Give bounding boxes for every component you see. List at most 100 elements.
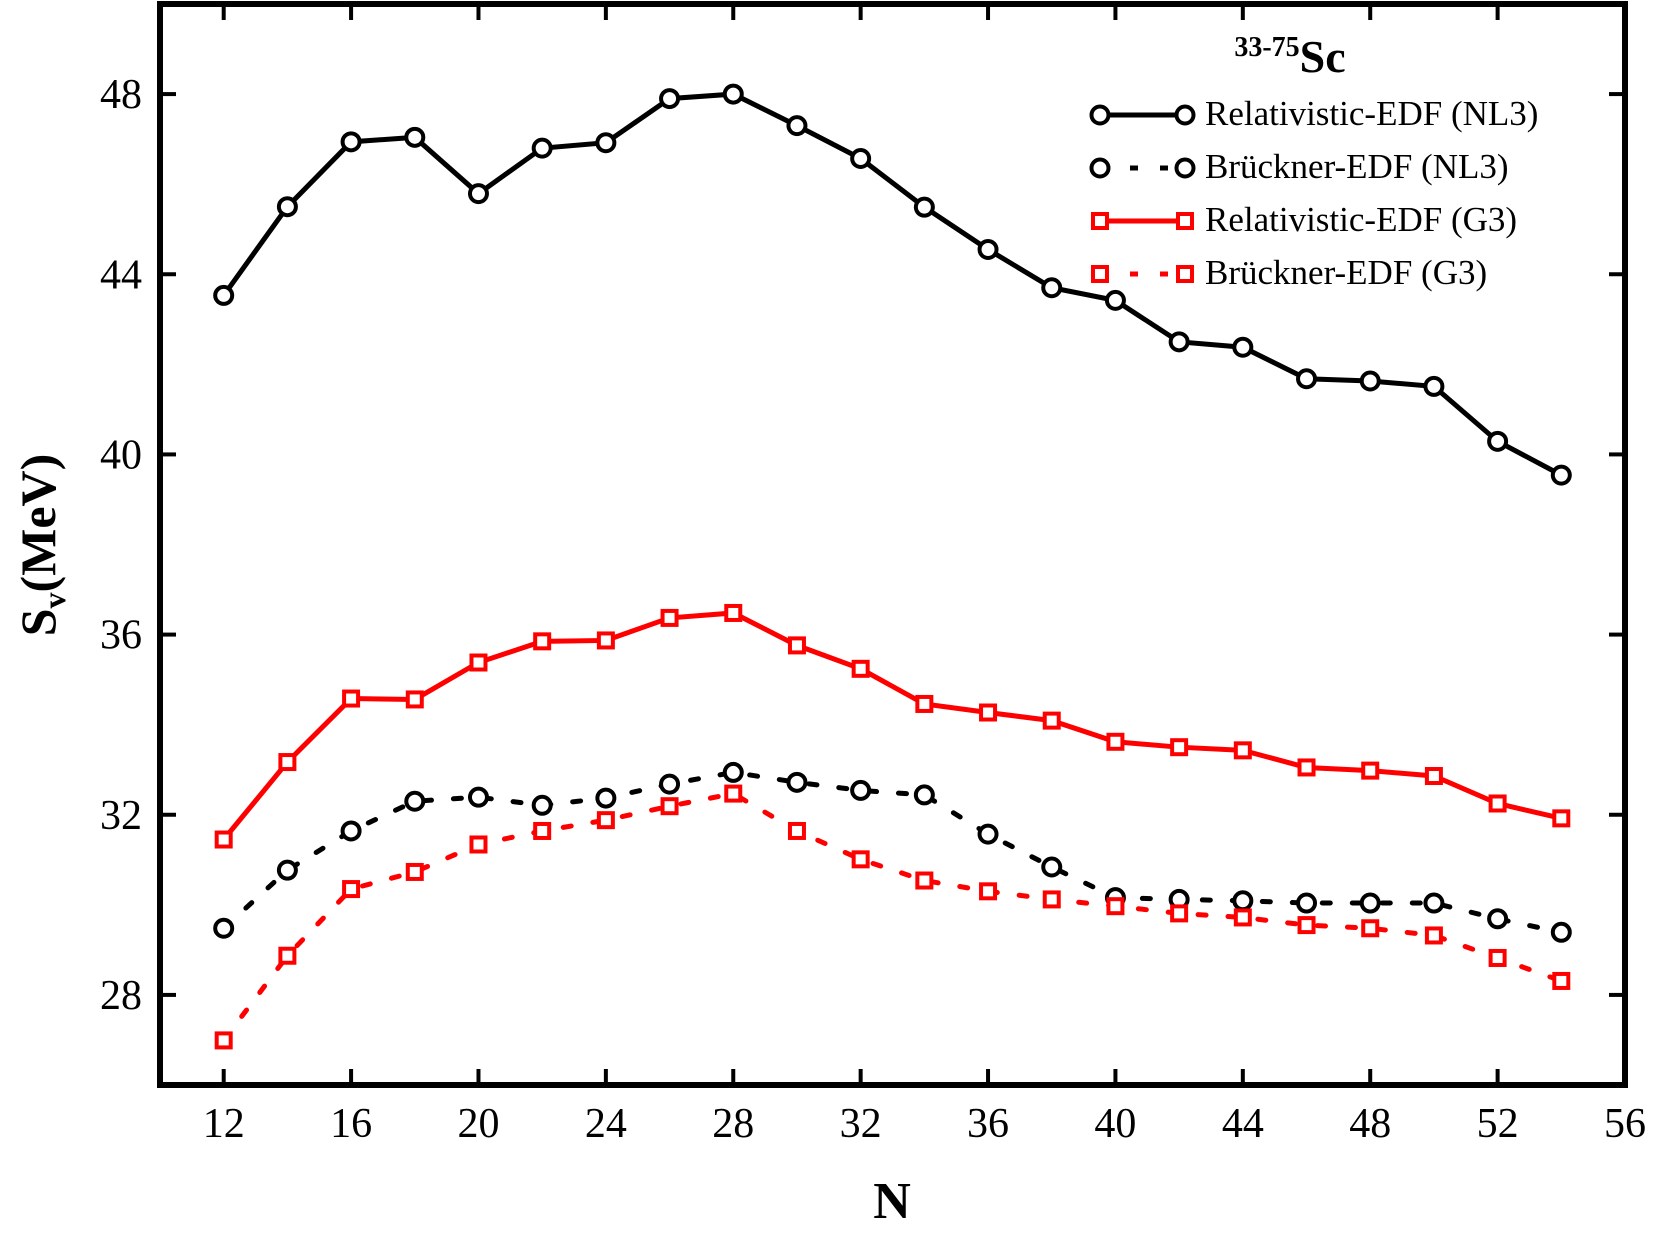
data-point (596, 631, 615, 650)
data-point (1361, 919, 1380, 938)
data-point (850, 779, 872, 801)
data-point (1552, 971, 1571, 990)
legend-label: Relativistic-EDF (NL3) (1205, 94, 1538, 133)
x-tick-label: 12 (203, 1101, 245, 1147)
legend-label: Brückner-EDF (NL3) (1205, 147, 1509, 186)
data-point (1550, 921, 1572, 943)
data-point (1232, 336, 1254, 358)
data-point (1089, 157, 1111, 179)
data-point (977, 823, 999, 845)
data-point (913, 784, 935, 806)
data-point (850, 147, 872, 169)
data-point (851, 850, 870, 869)
data-point (405, 690, 424, 709)
plot-frame (157, 1, 1628, 1088)
data-point (977, 238, 999, 260)
data-point (660, 608, 679, 627)
y-tick-label: 36 (100, 613, 142, 659)
x-tick-label: 32 (840, 1101, 882, 1147)
data-point (1174, 157, 1196, 179)
data-point (787, 636, 806, 655)
data-point (595, 132, 617, 154)
x-tick-label: 24 (585, 1101, 627, 1147)
data-point (596, 811, 615, 830)
data-point (469, 835, 488, 854)
x-tick-label: 40 (1094, 1101, 1136, 1147)
annotation: 33-75Sc (1234, 31, 1345, 82)
series (214, 784, 1571, 1050)
data-point (1423, 892, 1445, 914)
data-point (786, 771, 808, 793)
data-point (851, 659, 870, 678)
legend-entry: Relativistic-EDF (G3) (1091, 200, 1517, 239)
data-point (1296, 368, 1318, 390)
data-point (787, 821, 806, 840)
data-point (660, 797, 679, 816)
data-point (913, 196, 935, 218)
data-point (722, 83, 744, 105)
y-tick-label: 32 (100, 793, 142, 839)
data-point (722, 761, 744, 783)
data-point (1176, 265, 1194, 283)
data-point (469, 653, 488, 672)
data-point (915, 871, 934, 890)
series-line (221, 790, 1564, 1043)
data-point (214, 1031, 233, 1050)
x-axis-label: N (873, 1173, 911, 1230)
x-tick-label: 56 (1604, 1101, 1646, 1147)
data-point (1168, 331, 1190, 353)
series-line (221, 91, 1564, 478)
data-point (276, 859, 298, 881)
y-tick-label: 28 (100, 973, 142, 1019)
data-point (404, 126, 426, 148)
data-point (1361, 761, 1380, 780)
x-tick-label: 52 (1477, 1101, 1519, 1147)
data-point (1042, 890, 1061, 909)
data-point (1359, 892, 1381, 914)
legend-label: Brückner-EDF (G3) (1205, 253, 1487, 292)
data-point (1424, 926, 1443, 945)
x-tick-label: 16 (330, 1101, 372, 1147)
data-point (340, 131, 362, 153)
data-point (342, 689, 361, 708)
data-point (1176, 212, 1194, 230)
data-point (342, 880, 361, 899)
data-point (276, 196, 298, 218)
data-point (1106, 732, 1125, 751)
data-point (659, 88, 681, 110)
data-point (213, 917, 235, 939)
data-point (915, 694, 934, 713)
data-point (1550, 464, 1572, 486)
data-point (1041, 856, 1063, 878)
data-point (1174, 104, 1196, 126)
series (213, 83, 1572, 486)
data-point (278, 946, 297, 965)
legend-entry: Brückner-EDF (G3) (1091, 253, 1487, 292)
data-point (979, 703, 998, 722)
data-point (595, 787, 617, 809)
data-point (1296, 892, 1318, 914)
data-point (531, 137, 553, 159)
data-point (1487, 430, 1509, 452)
data-point (214, 830, 233, 849)
x-tick-label: 28 (712, 1101, 754, 1147)
data-point (659, 773, 681, 795)
data-point (1233, 908, 1252, 927)
y-tick-label: 40 (100, 432, 142, 478)
data-point (531, 794, 553, 816)
y-label-main: S (10, 608, 66, 636)
data-point (404, 790, 426, 812)
data-point (1091, 212, 1109, 230)
data-point (1488, 948, 1507, 967)
data-point (1423, 375, 1445, 397)
annotation-superscript: 33-75 (1234, 32, 1299, 63)
y-label-rest: (MeV) (10, 454, 66, 593)
data-point (405, 862, 424, 881)
data-point (724, 784, 743, 803)
data-point (1488, 794, 1507, 813)
data-point (1552, 809, 1571, 828)
x-tick-label: 36 (967, 1101, 1009, 1147)
data-point (1233, 741, 1252, 760)
data-point (1170, 904, 1189, 923)
